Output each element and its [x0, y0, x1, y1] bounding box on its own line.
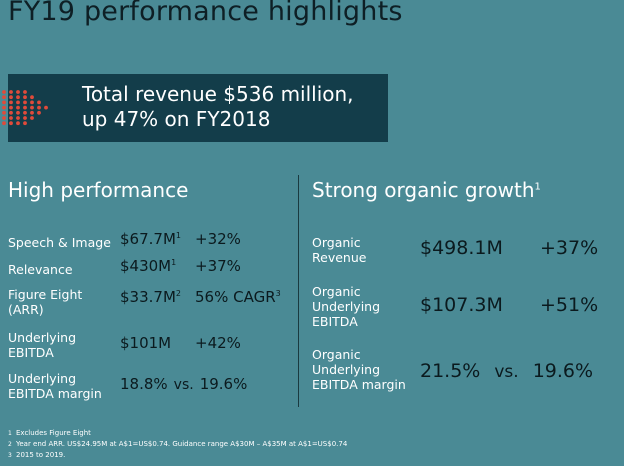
row-label: Relevance	[8, 262, 73, 277]
pattern-dot	[23, 100, 27, 105]
pattern-dot	[9, 116, 13, 120]
pattern-dot	[44, 105, 48, 110]
row-value: 18.8% vs. 19.6%	[120, 375, 248, 393]
pattern-dot	[23, 110, 27, 115]
banner-line-1: Total revenue $536 million,	[82, 82, 354, 106]
organic-growth-heading: Strong organic growth1	[312, 178, 541, 202]
row-label: Organic Underlying EBITDA margin	[312, 347, 406, 392]
pattern-dot	[9, 121, 13, 126]
banner-text: Total revenue $536 million, up 47% on FY…	[82, 82, 354, 132]
pattern-dot	[23, 95, 27, 100]
high-performance-heading: High performance	[8, 178, 189, 202]
row-label: Organic Underlying EBITDA	[312, 284, 381, 329]
row-label: Underlying EBITDA	[8, 330, 77, 360]
row-change: +42%	[195, 334, 241, 352]
row-value: 21.5% vs. 19.6%	[420, 360, 594, 382]
pattern-dot	[37, 100, 41, 105]
row-value: $33.7M2	[120, 288, 181, 306]
footnote: 2 Year end ARR. US$24.95M at A$1=US$0.74.…	[8, 440, 348, 448]
pattern-dot	[2, 116, 6, 120]
pattern-dot	[16, 121, 20, 126]
pattern-dot	[16, 90, 20, 94]
row-label: Organic Revenue	[312, 235, 367, 265]
pattern-dot	[30, 105, 34, 110]
pattern-dot	[2, 90, 6, 94]
row-change: +32%	[195, 230, 241, 248]
pattern-dot	[9, 105, 13, 110]
pattern-dot	[2, 100, 6, 105]
pattern-dot	[16, 110, 20, 115]
pattern-dot	[16, 116, 20, 120]
row-change: +37%	[540, 237, 599, 259]
dot-pattern-icon	[2, 90, 48, 126]
pattern-dot	[2, 121, 6, 126]
row-value: $498.1M	[420, 237, 503, 259]
banner-line-2: up 47% on FY2018	[82, 107, 271, 131]
row-change: 56% CAGR3	[195, 288, 281, 306]
section-divider	[298, 175, 299, 407]
row-value: $107.3M	[420, 294, 503, 316]
pattern-dot	[16, 100, 20, 105]
pattern-dot	[30, 110, 34, 115]
page-title: FY19 performance highlights	[8, 0, 403, 27]
pattern-dot	[37, 105, 41, 110]
pattern-dot	[16, 105, 20, 110]
pattern-dot	[9, 95, 13, 100]
footnotes: 1 Excludes Figure Eight 2 Year end ARR. US…	[8, 428, 347, 461]
pattern-dot	[30, 100, 34, 105]
row-value: $430M1	[120, 257, 177, 275]
pattern-dot	[2, 110, 6, 115]
pattern-dot	[23, 90, 27, 94]
revenue-banner: Total revenue $536 million, up 47% on FY…	[2, 74, 388, 142]
pattern-dot	[2, 95, 6, 100]
row-change: +51%	[540, 294, 599, 316]
pattern-dot	[30, 116, 34, 120]
pattern-dot	[16, 95, 20, 100]
pattern-dot	[23, 116, 27, 120]
row-label: Figure Eight (ARR)	[8, 287, 83, 317]
pattern-dot	[9, 90, 13, 94]
pattern-dot	[23, 105, 27, 110]
pattern-dot	[9, 100, 13, 105]
pattern-dot	[9, 110, 13, 115]
pattern-dot	[37, 110, 41, 115]
row-value: $67.7M1	[120, 230, 181, 248]
pattern-dot	[23, 121, 27, 126]
row-change: +37%	[195, 257, 241, 275]
row-label: Underlying EBITDA margin	[8, 371, 102, 401]
footnote: 1 Excludes Figure Eight	[8, 429, 91, 437]
pattern-dot	[30, 95, 34, 100]
row-value: $101M	[120, 334, 172, 352]
row-label: Speech & Image	[8, 235, 111, 250]
footnote: 3 2015 to 2019.	[8, 451, 66, 459]
pattern-dot	[2, 105, 6, 110]
